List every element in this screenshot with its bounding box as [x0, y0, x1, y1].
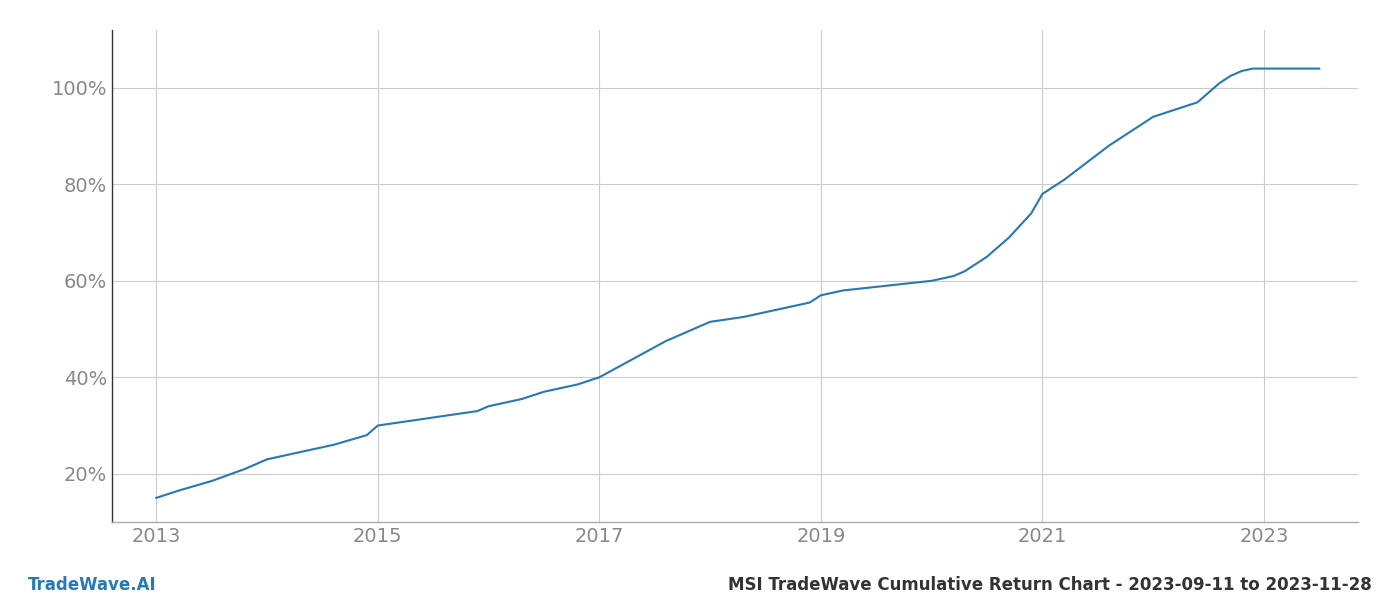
Text: MSI TradeWave Cumulative Return Chart - 2023-09-11 to 2023-11-28: MSI TradeWave Cumulative Return Chart - … [728, 576, 1372, 594]
Text: TradeWave.AI: TradeWave.AI [28, 576, 157, 594]
